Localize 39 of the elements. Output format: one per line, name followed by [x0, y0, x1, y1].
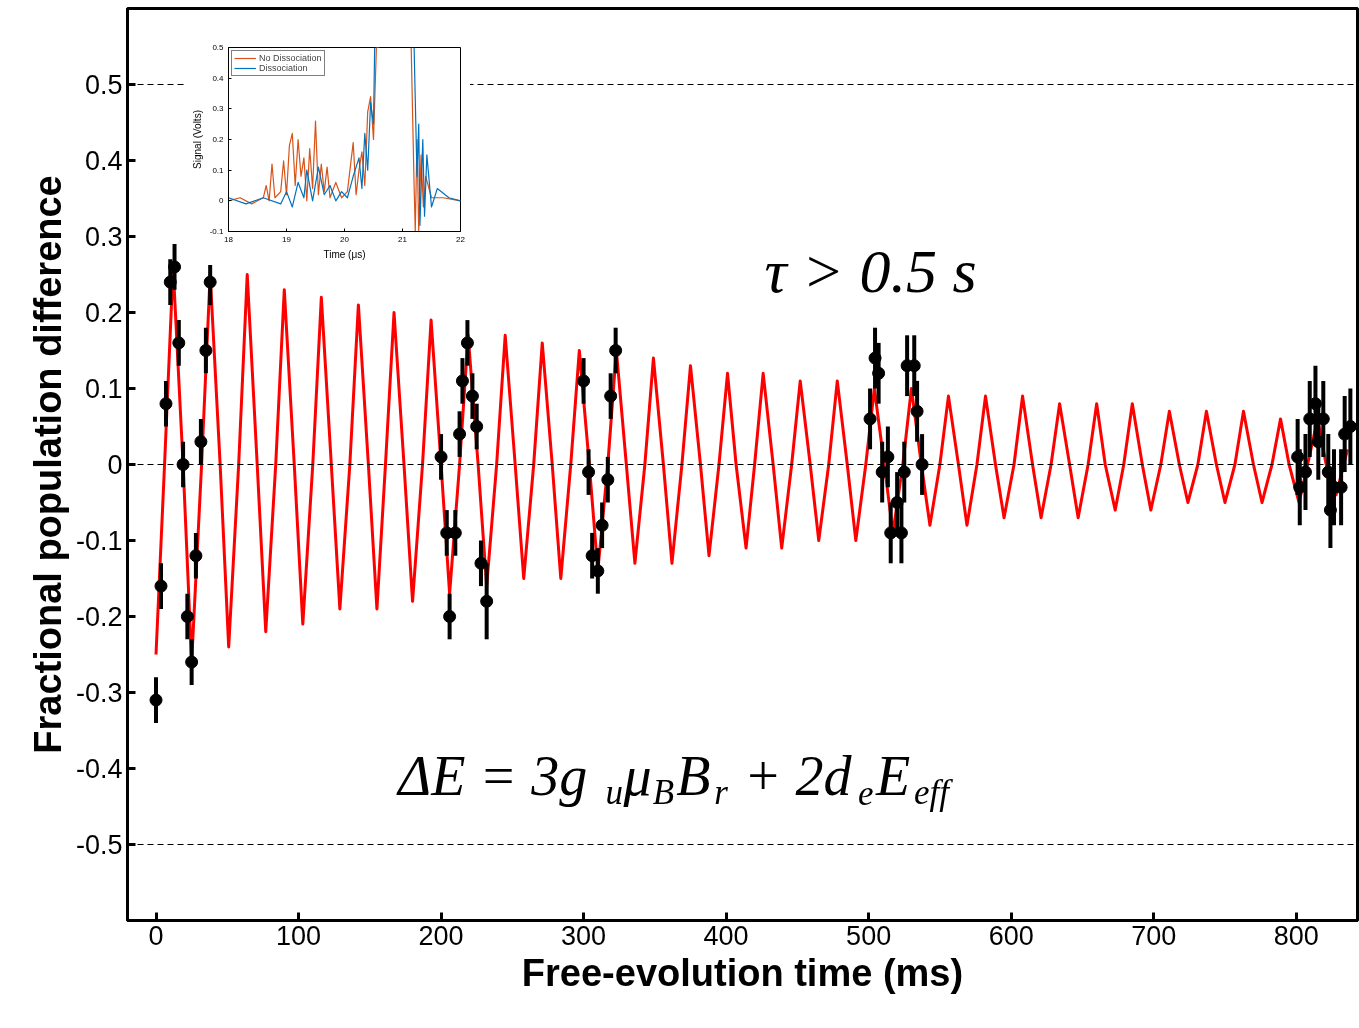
x-tick-label: 400 — [703, 920, 749, 951]
y-tick-label: -0.2 — [75, 602, 123, 632]
x-tick-label: 800 — [1273, 920, 1319, 951]
y-axis-title: Fractional population difference — [26, 175, 69, 754]
y-tick-label: -0.1 — [75, 526, 123, 556]
y-tick-label: -0.4 — [75, 754, 123, 784]
legend-label: No Dissociation — [259, 53, 322, 63]
y-tick-label: 0 — [107, 450, 123, 480]
x-tick-label: 20 — [340, 234, 350, 244]
legend-label: Dissociation — [259, 63, 308, 73]
y-tick-label: 0.2 — [212, 135, 225, 144]
y-tick-label: -0.5 — [75, 830, 123, 860]
x-tick-label: 500 — [846, 920, 892, 951]
y-axis-title: Signal (Volts) — [191, 110, 203, 169]
annotation: τ > 0.5 s — [764, 236, 977, 305]
y-tick-label: 0.3 — [212, 104, 225, 114]
x-tick-label: 100 — [276, 920, 322, 951]
y-tick-label: 0.1 — [84, 374, 123, 404]
x-tick-label: 19 — [282, 234, 292, 244]
y-tick-label: 0.1 — [212, 165, 225, 175]
y-tick-label: -0.3 — [75, 678, 123, 708]
x-tick-label: 600 — [988, 920, 1034, 951]
x-tick-label: 700 — [1131, 920, 1177, 951]
y-tick-label: 0.5 — [212, 43, 225, 52]
x-axis-title: Free-evolution time (ms) — [521, 951, 964, 994]
y-tick-label: 0.4 — [84, 146, 123, 176]
x-axis-title: Time (μs) — [323, 248, 366, 260]
x-tick-label: 300 — [561, 920, 607, 951]
y-tick-label: 0.3 — [84, 222, 123, 252]
x-tick-label: 21 — [398, 234, 408, 244]
y-tick-label: 0.4 — [212, 73, 225, 83]
x-tick-label: 200 — [418, 920, 464, 951]
y-tick-label: 0.2 — [84, 298, 123, 328]
x-tick-label: 18 — [224, 234, 234, 244]
y-tick-label: -0.1 — [209, 227, 225, 236]
x-tick-label: 22 — [456, 234, 466, 244]
x-tick-label: 0 — [148, 920, 164, 951]
y-tick-label: 0.5 — [84, 70, 123, 100]
y-tick-label: 0 — [219, 196, 225, 206]
